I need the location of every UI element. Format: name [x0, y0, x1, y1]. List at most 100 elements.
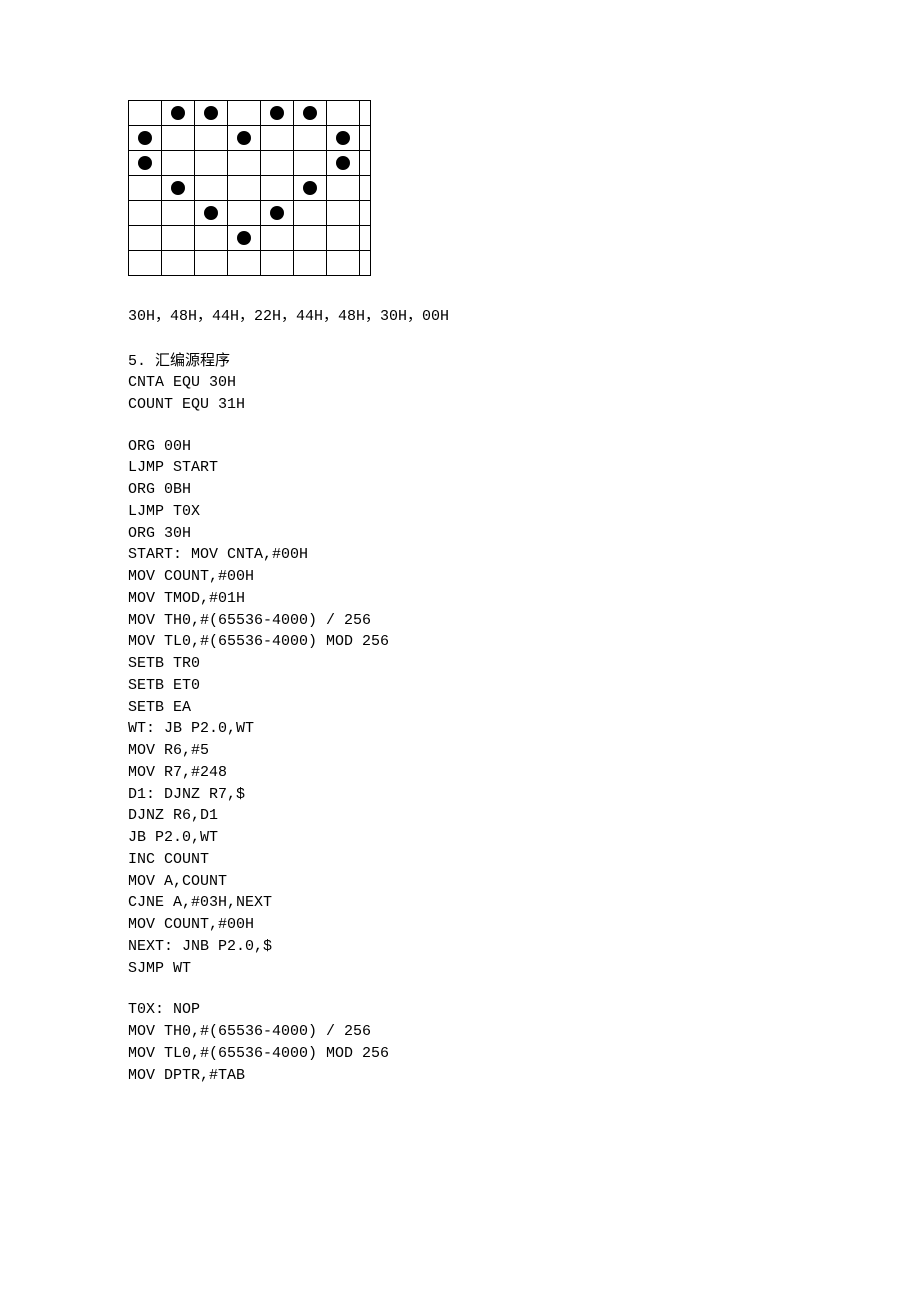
grid-cell: [261, 176, 294, 201]
grid-cell: [360, 126, 371, 151]
dot-icon: [270, 106, 284, 120]
grid-cell: [360, 151, 371, 176]
grid-cell: [195, 126, 228, 151]
grid-cell: [327, 201, 360, 226]
grid-cell: [162, 126, 195, 151]
grid-cell: [228, 201, 261, 226]
grid-cell: [228, 226, 261, 251]
grid-cell: [360, 101, 371, 126]
grid-cell: [195, 201, 228, 226]
hex-bytes-row: 30H，48H，44H，22H，44H，48H，30H，00H: [128, 304, 792, 325]
grid-cell: [327, 226, 360, 251]
grid-cell: [294, 176, 327, 201]
grid-cell: [327, 251, 360, 276]
grid-row: [129, 126, 371, 151]
grid-cell: [129, 176, 162, 201]
grid-cell: [261, 126, 294, 151]
code-line: MOV DPTR,#TAB: [128, 1065, 792, 1087]
grid-cell: [294, 126, 327, 151]
grid-cell: [228, 126, 261, 151]
grid-cell: [129, 101, 162, 126]
code-line: START: MOV CNTA,#00H: [128, 544, 792, 566]
code-line: JB P2.0,WT: [128, 827, 792, 849]
code-line: SETB EA: [128, 697, 792, 719]
dot-icon: [204, 106, 218, 120]
dot-icon: [270, 206, 284, 220]
grid-cell: [294, 101, 327, 126]
code-line: T0X: NOP: [128, 999, 792, 1021]
code-line: CNTA EQU 30H: [128, 372, 792, 394]
grid-row: [129, 176, 371, 201]
dot-icon: [204, 206, 218, 220]
code-line: MOV COUNT,#00H: [128, 566, 792, 588]
grid-cell: [195, 251, 228, 276]
grid-cell: [129, 226, 162, 251]
grid-cell: [360, 176, 371, 201]
grid-cell: [162, 226, 195, 251]
grid-cell: [360, 226, 371, 251]
grid-cell: [327, 176, 360, 201]
grid-cell: [261, 151, 294, 176]
code-line: LJMP T0X: [128, 501, 792, 523]
grid-cell: [261, 101, 294, 126]
code-line: MOV COUNT,#00H: [128, 914, 792, 936]
grid-cell: [327, 126, 360, 151]
grid-cell: [360, 201, 371, 226]
grid-cell: [360, 251, 371, 276]
blank-line: [128, 979, 792, 999]
grid-cell: [327, 151, 360, 176]
grid-cell: [195, 226, 228, 251]
code-line: CJNE A,#03H,NEXT: [128, 892, 792, 914]
grid-cell: [195, 151, 228, 176]
code-block-isr: T0X: NOPMOV TH0,#(65536-4000) / 256MOV T…: [128, 999, 792, 1086]
grid-cell: [294, 151, 327, 176]
grid-cell: [129, 126, 162, 151]
dot-icon: [171, 181, 185, 195]
dot-icon: [138, 131, 152, 145]
grid-cell: [162, 101, 195, 126]
code-line: MOV TL0,#(65536-4000) MOD 256: [128, 1043, 792, 1065]
code-line: SETB TR0: [128, 653, 792, 675]
code-line: COUNT EQU 31H: [128, 394, 792, 416]
blank-line: [128, 416, 792, 436]
code-block-main: ORG 00HLJMP STARTORG 0BHLJMP T0XORG 30HS…: [128, 436, 792, 980]
dot-icon: [237, 131, 251, 145]
dot-icon: [237, 231, 251, 245]
code-line: MOV TMOD,#01H: [128, 588, 792, 610]
code-line: NEXT: JNB P2.0,$: [128, 936, 792, 958]
grid-cell: [294, 201, 327, 226]
document-page: 30H，48H，44H，22H，44H，48H，30H，00H 5. 汇编源程序…: [0, 0, 920, 1186]
grid-row: [129, 201, 371, 226]
dot-matrix-grid: [128, 100, 371, 276]
code-line: LJMP START: [128, 457, 792, 479]
grid-cell: [195, 176, 228, 201]
grid-cell: [129, 201, 162, 226]
grid-cell: [228, 151, 261, 176]
section-title: 5. 汇编源程序: [128, 349, 792, 370]
dot-icon: [171, 106, 185, 120]
grid-row: [129, 151, 371, 176]
grid-cell: [162, 201, 195, 226]
code-line: ORG 0BH: [128, 479, 792, 501]
grid-cell: [228, 176, 261, 201]
code-line: D1: DJNZ R7,$: [128, 784, 792, 806]
grid-cell: [261, 226, 294, 251]
grid-cell: [261, 201, 294, 226]
code-line: MOV R6,#5: [128, 740, 792, 762]
grid-cell: [228, 101, 261, 126]
code-line: MOV TH0,#(65536-4000) / 256: [128, 610, 792, 632]
grid-cell: [195, 101, 228, 126]
code-line: WT: JB P2.0,WT: [128, 718, 792, 740]
code-line: SJMP WT: [128, 958, 792, 980]
grid-cell: [162, 176, 195, 201]
grid-cell: [162, 251, 195, 276]
dot-icon: [303, 106, 317, 120]
code-line: ORG 00H: [128, 436, 792, 458]
grid-cell: [294, 226, 327, 251]
grid-cell: [129, 251, 162, 276]
code-line: INC COUNT: [128, 849, 792, 871]
grid-cell: [228, 251, 261, 276]
grid-row: [129, 101, 371, 126]
grid-cell: [294, 251, 327, 276]
dot-icon: [336, 131, 350, 145]
